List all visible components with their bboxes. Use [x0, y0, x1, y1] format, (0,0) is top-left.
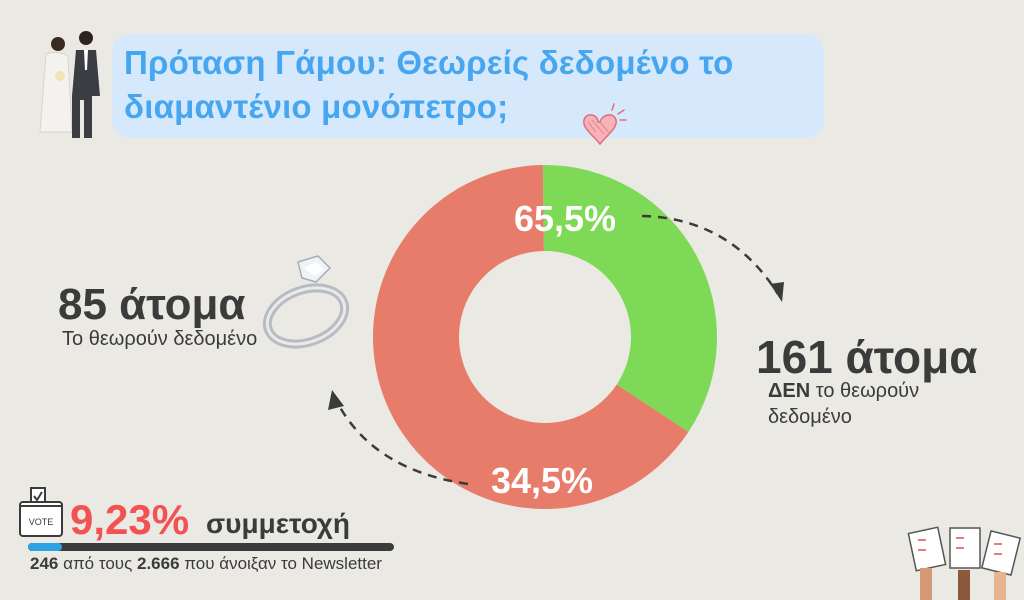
donut-slice-yes — [542, 165, 718, 432]
right-stat-desc-line2: δεδομένο — [768, 406, 852, 428]
ballot-box-icon: VOTE — [19, 487, 63, 537]
vote-label: VOTE — [29, 517, 54, 527]
title-line-2: διαμαντένιο μονόπετρο; — [124, 88, 509, 125]
voting-hands-icon — [907, 526, 1022, 600]
arrowhead-right — [770, 282, 784, 302]
heart-icon — [583, 103, 627, 146]
participation-bar-fill — [28, 543, 62, 551]
donut-label-no: 65,5% — [514, 198, 616, 239]
participation-text-end: που άνοιξαν το Newsletter — [184, 554, 382, 573]
title-line-1: Πρόταση Γάμου: Θεωρείς δεδομένο το — [124, 44, 734, 81]
donut-slice-no — [373, 165, 689, 510]
diamond-ring-icon — [262, 255, 350, 349]
left-stat-desc: Το θεωρούν δεδομένο — [62, 328, 258, 350]
donut-group: 65,5% 34,5% — [373, 165, 718, 510]
participation-total: 2.666 — [137, 554, 180, 573]
participation-bar-track — [28, 543, 394, 551]
participation-text-mid: από τους — [63, 554, 133, 573]
participation-count: 246 — [30, 554, 59, 573]
right-stat-desc-bold: ΔΕΝ — [768, 380, 811, 402]
arrow-to-right-stat — [641, 214, 780, 295]
right-stat-count: 161 άτομα — [756, 331, 978, 383]
right-stat-desc-line1: ΔΕΝ το θεωρούν — [768, 380, 919, 403]
arrowhead-left — [328, 390, 344, 410]
donut-label-yes: 34,5% — [491, 460, 593, 501]
participation-percent: 9,23% — [70, 496, 190, 543]
bride-groom-icon — [39, 31, 100, 138]
arrow-to-left-stat — [334, 399, 469, 486]
participation-detail: 246 από τους 2.666 που άνοιξαν το Newsle… — [30, 554, 382, 574]
participation-label: συμμετοχή — [206, 508, 351, 539]
right-stat-desc-rest: το θεωρούν — [815, 380, 920, 402]
title-box — [112, 34, 824, 138]
left-stat-count: 85 άτομα — [58, 280, 246, 329]
